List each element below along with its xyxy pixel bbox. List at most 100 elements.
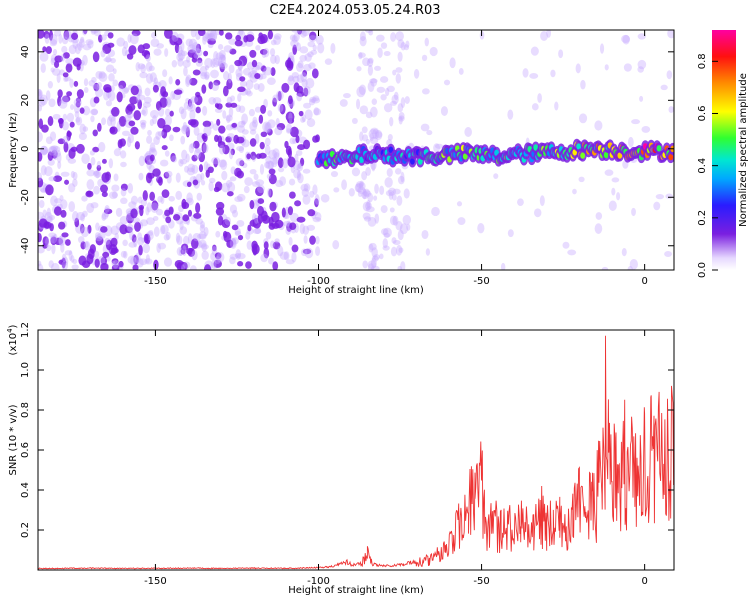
spectrogram-speckle [308,98,316,106]
spectrogram-speckle [252,116,258,124]
spectrogram-speckle [243,35,249,43]
spectrogram-speckle [155,208,164,216]
spectrogram-speckle [368,30,374,36]
spectrogram-speckle [221,182,231,193]
spectrogram-speckle [177,49,186,61]
spectrogram-speckle [234,252,241,259]
spectrogram-speckle [433,143,441,153]
spectrogram-speckle [112,68,117,75]
spectrogram-speckle [142,101,151,108]
spectrogram-speckle [266,128,273,136]
spectrogram-speckle [90,30,99,34]
spectrogram-speckle [190,96,199,104]
spectrogram-speckle [79,38,85,48]
spectrogram-speckle [72,258,78,265]
spectrogram-speckle [288,236,293,246]
spectrogram-speckle [230,95,236,102]
snr-x-tick-label: -100 [307,576,330,587]
spectrogram-speckle [262,121,271,133]
spectrogram-speckle [80,213,85,222]
spectrogram-speckle [219,62,225,73]
spectrogram-speckle [179,220,184,231]
spectrogram-speckle [93,96,100,104]
spectrogram-speckle [204,57,213,69]
spectrogram-speckle [252,228,262,235]
spectrogram-speckle [137,196,143,204]
spectrogram-speckle [342,92,351,99]
spectrogram-speckle [145,61,153,72]
spectrogram-speckle [103,57,113,63]
spectrogram-speckle [251,67,257,74]
spectrogram-speckle [73,98,82,107]
spectrogram-speckle [88,79,96,87]
spectrogram-speckle [161,129,168,139]
spectrogram-speckle [70,255,75,263]
spectrogram-speckle [240,120,246,126]
signal-core [576,143,582,150]
spectrogram-speckle [148,148,158,157]
spectrogram-speckle [655,193,665,200]
spectrogram-speckle [216,118,221,126]
spectrogram-speckle [623,63,632,72]
spectrogram-speckle [317,42,325,54]
spectrogram-speckle [52,145,61,153]
spectrogram-speckle [392,239,401,246]
spectrogram-speckle [58,33,63,44]
spectrogram-speckle [138,244,143,256]
spectrogram-speckle [48,260,54,268]
spectrogram-speckle [253,214,259,224]
spectrogram-speckle [265,122,272,133]
spectrogram-speckle [60,53,65,62]
spectrogram-speckle [157,195,163,203]
spectrogram-speckle [382,245,390,251]
spectrogram-speckle [537,93,542,103]
spectrogram-speckle [222,110,227,119]
colorbar-tick-label: 0.8 [697,53,708,69]
spectrogram-speckle [244,177,253,186]
spectrogram-speckle [500,262,506,270]
spectrogram-speckle [255,153,262,159]
spectrogram-speckle [116,37,125,47]
signal-core [533,144,539,151]
spectrogram-speckle [236,220,245,227]
spectrogram-speckle [111,264,120,270]
spectrogram-speckle [198,152,206,163]
spectrogram-speckle [51,243,56,255]
spectrogram-speckle [365,167,371,176]
spectrogram-speckle [222,144,230,155]
spectrogram-speckle [637,66,645,73]
spectrogram-speckle [294,153,299,163]
spectrogram-speckle [421,88,430,95]
spectrogram-speckle [667,30,674,39]
spectrogram-speckle [104,205,110,213]
spectrogram-speckle [358,52,363,60]
spectrogram-speckle [143,233,149,244]
spectrogram-speckle [65,58,74,65]
spectrogram-speckle [74,217,80,228]
spectrogram-speckle [296,92,303,102]
spectrogram-speckle [166,96,172,108]
spectrogram-speckle [621,34,631,44]
spectrogram-speckle [113,148,121,157]
spectrogram-speckle [189,265,197,270]
spectrogram-speckle [383,232,390,238]
spectrogram-speckle [287,76,295,86]
snr-x-tick-label: -50 [473,576,489,587]
spectrogram-speckle [202,33,212,42]
spectrogram-speckle [367,64,374,76]
spectrogram-speckle [277,103,284,113]
spectrogram-speckle [369,106,378,118]
spectrogram-speckle [123,250,128,259]
spectrogram-speckle [210,69,219,79]
spectrogram-speckle [44,166,53,177]
spectrogram-speckle [332,240,340,250]
spectrogram-speckle [376,34,385,42]
spectrogram-speckle [229,176,237,182]
spectrogram-speckle [237,125,245,133]
spectrogram-speckle [356,181,364,188]
spectrogram-speckle [374,213,380,224]
spectrogram-speckle [370,265,380,270]
spectrogram-speckle [73,80,79,87]
spectrogram-speckle [134,141,140,150]
